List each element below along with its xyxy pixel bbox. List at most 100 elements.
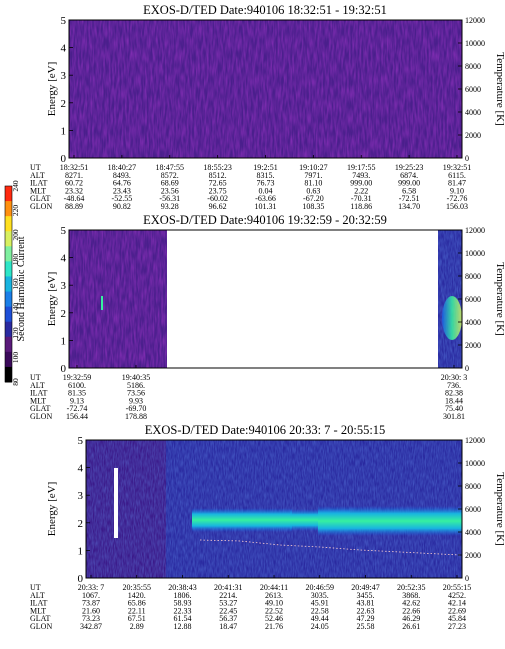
orbit-row-label: GLAT: [30, 614, 51, 623]
temperature-tick-label: 6000: [465, 505, 481, 514]
panel-1-ylabel: Energy [eV]: [46, 62, 58, 116]
orbit-row-value: 8315.: [257, 171, 275, 180]
orbit-row-value: 7971.: [304, 171, 322, 180]
orbit-row-value: 736.: [447, 381, 461, 390]
orbit-row-value: 18:47:55: [156, 163, 184, 172]
orbit-row-value: 22.63: [357, 606, 375, 615]
temperature-tick-label: 0: [465, 154, 469, 163]
orbit-row-value: 20:49:47: [351, 583, 379, 592]
orbit-row-value: 9.10: [450, 186, 464, 195]
colorbar-label: Second Harmonic Current: [16, 236, 27, 341]
colorbar-tick-label: 160: [11, 278, 20, 290]
energy-tick-label: 1: [61, 335, 67, 347]
colorbar-swatch: [5, 231, 12, 247]
orbit-row-value: 76.73: [257, 179, 275, 188]
orbit-row-label: ALT: [30, 591, 45, 600]
energy-tick-label: 1: [61, 125, 67, 137]
energy-tick-label: 0: [61, 363, 67, 375]
orbit-row-value: 20:35:55: [123, 583, 151, 592]
temperature-tick-label: 12000: [465, 16, 485, 25]
orbit-row-value: 18:55:23: [203, 163, 231, 172]
orbit-row-value: 6100.: [68, 381, 86, 390]
orbit-row-value: -72.51: [399, 194, 420, 203]
orbit-row-label: GLON: [30, 622, 52, 631]
temperature-tick-label: 2000: [465, 551, 481, 560]
orbit-row-value: 25.58: [357, 622, 375, 631]
colorbar-swatch: [5, 351, 12, 368]
orbit-row-label: UT: [30, 583, 41, 592]
colorbar-frame: [4, 185, 13, 383]
orbit-row-value: 81.10: [304, 179, 322, 188]
orbit-row-value: 18.47: [219, 622, 237, 631]
orbit-row-value: 73.87: [82, 599, 100, 608]
energy-tick-label: 5: [78, 435, 84, 447]
orbit-row-value: 42.62: [402, 599, 420, 608]
orbit-row-value: 6.58: [402, 186, 416, 195]
orbit-row-value: 45.91: [311, 599, 329, 608]
orbit-row-value: 23.32: [65, 186, 83, 195]
orbit-row-value: 2214.: [219, 591, 237, 600]
orbit-row-label: UT: [30, 373, 41, 382]
orbit-row-value: 8512.: [209, 171, 227, 180]
orbit-row-label: ILAT: [30, 179, 47, 188]
orbit-row-value: 18.44: [445, 396, 463, 405]
energy-tick-label: 5: [61, 15, 67, 27]
colorbar-tick-label: 120: [11, 327, 20, 339]
orbit-row-value: 26.61: [402, 622, 420, 631]
orbit-row-value: 22.52: [265, 606, 283, 615]
orbit-row-value: -63.66: [255, 194, 276, 203]
orbit-row-value: 9.13: [70, 396, 84, 405]
orbit-row-value: 2.89: [130, 622, 144, 631]
spectrogram-panel-2: EXOS-D/TED Date:940106 19:32:59 - 20:32:…: [30, 213, 505, 421]
orbit-row-label: ILAT: [30, 389, 47, 398]
panel-2-data-right-hotspot: [442, 296, 462, 340]
orbit-row-value: 301.81: [443, 412, 465, 421]
orbit-row-value: 18:40:27: [108, 163, 136, 172]
temperature-tick-label: 8000: [465, 272, 481, 281]
orbit-row-value: 75.40: [445, 404, 463, 413]
colorbar-swatch: [5, 291, 12, 308]
orbit-row-value: 178.88: [125, 412, 147, 421]
orbit-row-value: 96.62: [209, 202, 227, 211]
energy-tick-label: 5: [61, 225, 67, 237]
orbit-row-value: 999.00: [398, 179, 420, 188]
orbit-row-value: 108.35: [302, 202, 324, 211]
energy-tick-label: 2: [61, 98, 67, 110]
orbit-row-value: 8271.: [65, 171, 83, 180]
orbit-row-label: ALT: [30, 171, 45, 180]
orbit-row-value: 64.76: [113, 179, 131, 188]
orbit-row-value: 22.69: [448, 606, 466, 615]
temperature-tick-label: 10000: [465, 39, 485, 48]
orbit-row-value: 42.14: [448, 599, 466, 608]
orbit-row-label: GLON: [30, 202, 52, 211]
temperature-tick-label: 10000: [465, 459, 485, 468]
orbit-row-value: 47.29: [357, 614, 375, 623]
orbit-row-value: 24.05: [311, 622, 329, 631]
colorbar-swatch: [5, 276, 12, 293]
orbit-row-value: 20:38:43: [168, 583, 196, 592]
orbit-row-value: 67.51: [128, 614, 146, 623]
orbit-row-value: 0.63: [306, 186, 320, 195]
colorbar-swatch: [5, 321, 12, 338]
orbit-row-value: 49.44: [311, 614, 329, 623]
panel-2-title: EXOS-D/TED Date:940106 19:32:59 - 20:32:…: [143, 213, 387, 227]
orbit-row-value: 2613.: [265, 591, 283, 600]
orbit-row-value: 65.86: [128, 599, 146, 608]
orbit-row-value: 3455.: [357, 591, 375, 600]
orbit-row-value: 22.66: [402, 606, 420, 615]
temperature-tick-label: 12000: [465, 436, 485, 445]
orbit-row-value: 60.72: [65, 179, 83, 188]
panel-1-title: EXOS-D/TED Date:940106 18:32:51 - 19:32:…: [143, 3, 387, 17]
orbit-row-value: 20:46:59: [306, 583, 334, 592]
panel-2-ylabel: Energy [eV]: [46, 272, 58, 326]
orbit-row-value: 4252.: [448, 591, 466, 600]
orbit-row-value: 101.31: [255, 202, 277, 211]
energy-tick-label: 2: [61, 308, 67, 320]
panel-3-band-1: [192, 508, 292, 532]
orbit-row-value: 81.35: [68, 389, 86, 398]
orbit-row-value: 21.76: [265, 622, 283, 631]
orbit-row-value: 81.47: [448, 179, 466, 188]
orbit-row-value: 45.84: [448, 614, 466, 623]
orbit-row-label: GLAT: [30, 194, 51, 203]
